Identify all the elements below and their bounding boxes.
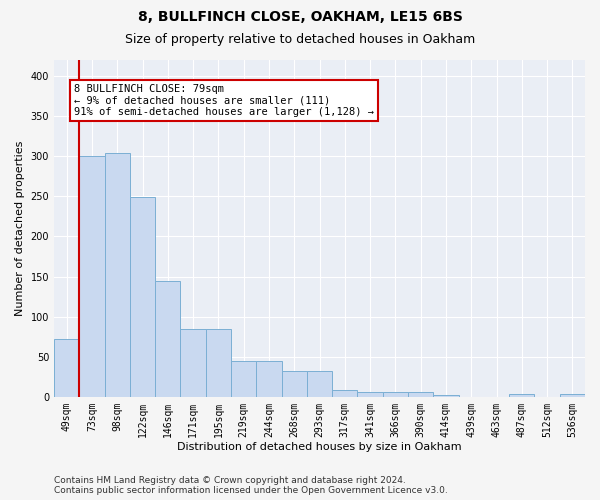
Bar: [408, 392, 433, 397]
Bar: [54, 339, 79, 397]
Bar: [560, 394, 585, 397]
Bar: [104, 153, 130, 397]
Text: 8, BULLFINCH CLOSE, OAKHAM, LE15 6BS: 8, BULLFINCH CLOSE, OAKHAM, LE15 6BS: [137, 10, 463, 24]
Bar: [256, 360, 281, 397]
Text: 8 BULLFINCH CLOSE: 79sqm
← 9% of detached houses are smaller (111)
91% of semi-d: 8 BULLFINCH CLOSE: 79sqm ← 9% of detache…: [74, 84, 374, 117]
Bar: [231, 360, 256, 397]
Bar: [433, 395, 458, 397]
Bar: [181, 330, 206, 397]
Bar: [206, 330, 231, 397]
Text: Size of property relative to detached houses in Oakham: Size of property relative to detached ho…: [125, 32, 475, 46]
Bar: [79, 156, 104, 397]
Bar: [130, 197, 155, 397]
Bar: [155, 282, 181, 397]
Bar: [281, 371, 307, 397]
Y-axis label: Number of detached properties: Number of detached properties: [15, 140, 25, 316]
Bar: [509, 394, 535, 397]
Bar: [307, 371, 332, 397]
Text: Contains HM Land Registry data © Crown copyright and database right 2024.
Contai: Contains HM Land Registry data © Crown c…: [54, 476, 448, 495]
X-axis label: Distribution of detached houses by size in Oakham: Distribution of detached houses by size …: [177, 442, 462, 452]
Bar: [383, 392, 408, 397]
Bar: [332, 390, 358, 397]
Bar: [358, 392, 383, 397]
